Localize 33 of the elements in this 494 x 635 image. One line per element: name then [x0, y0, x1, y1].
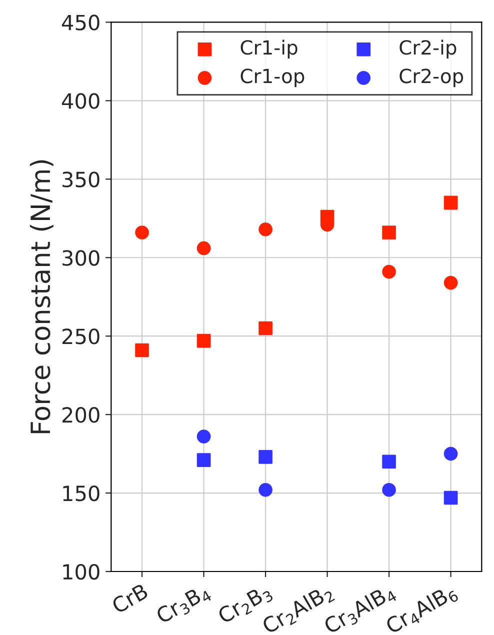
point [444, 196, 458, 210]
point [382, 454, 396, 469]
point [196, 453, 211, 467]
point [382, 482, 396, 497]
point [444, 446, 458, 461]
y-tick-label: 150 [63, 485, 100, 502]
x-tick-label: CrB [110, 582, 149, 614]
y-tick-label: 300 [62, 250, 100, 266]
point [444, 490, 458, 505]
point [196, 334, 211, 348]
point [258, 321, 272, 336]
point [444, 276, 458, 290]
y-tick-label: 200 [62, 407, 100, 423]
point [196, 430, 211, 444]
y-axis-title: Force constant (N/m) [30, 160, 54, 434]
legend-label: Cr1-ip [240, 40, 298, 59]
point [135, 343, 149, 358]
y-tick-label: 250 [62, 328, 100, 344]
y-tick-label: 350 [62, 172, 100, 188]
x-tick-label: Cr$_{3}$B$_{4}$ [155, 582, 212, 627]
legend-label: Cr2-op [400, 68, 464, 88]
point [382, 226, 396, 240]
point [135, 226, 149, 240]
point [258, 222, 272, 236]
point [382, 264, 396, 279]
y-tick-label: 100 [63, 564, 100, 580]
legend-label: Cr1-op [240, 68, 304, 88]
y-tick-label: 450 [62, 14, 100, 30]
point [258, 482, 272, 497]
point [196, 241, 211, 256]
point [258, 450, 272, 464]
y-tick-label: 400 [62, 93, 100, 109]
legend-label: Cr2-ip [400, 40, 456, 59]
